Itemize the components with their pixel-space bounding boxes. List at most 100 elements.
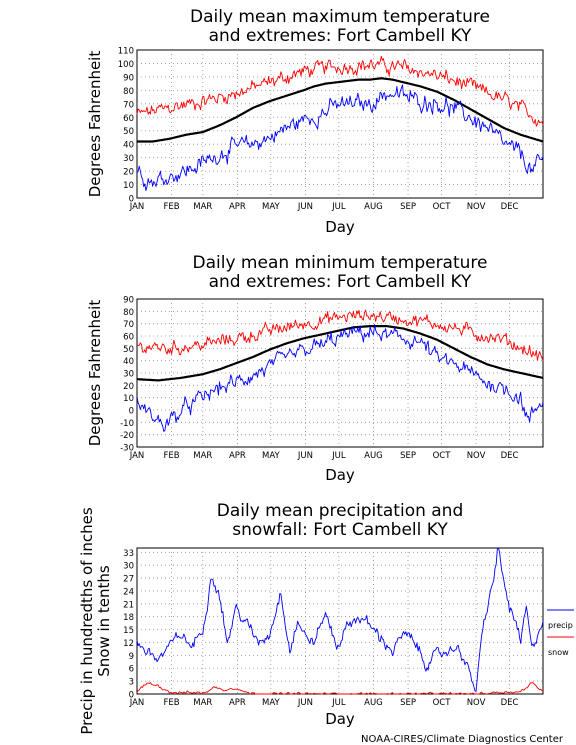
y-tick-label: 24: [123, 587, 134, 597]
y-tick-label: 15: [123, 626, 134, 636]
y-tick-label: 10: [123, 181, 134, 191]
legend-label-precip: precip: [548, 621, 573, 630]
x-tick-label: MAY: [262, 202, 280, 212]
series-mean: [137, 77, 544, 143]
x-tick-label: AUG: [364, 202, 383, 212]
y-tick-label: 80: [123, 87, 134, 97]
x-tick-label: DEC: [501, 698, 519, 708]
y-tick-label: 50: [123, 127, 134, 137]
series-max: [136, 309, 544, 361]
y-tick-label: 110: [118, 47, 134, 57]
y-tick-label: 9: [129, 652, 134, 662]
x-tick-label: APR: [229, 698, 246, 708]
x-tick-label: MAR: [193, 451, 212, 461]
y-tick-label: 20: [123, 168, 134, 178]
x-tick-label: JAN: [129, 202, 145, 212]
y-tick-label: 80: [123, 308, 134, 318]
x-tick-label: JUN: [297, 202, 313, 212]
x-tick-label: JUL: [331, 202, 346, 212]
x-tick-label: JUL: [331, 698, 346, 708]
chart-title: Daily mean maximum temperature: [190, 7, 490, 27]
y-tick-label: -20: [120, 431, 134, 441]
x-tick-label: MAR: [193, 698, 212, 708]
series-min: [136, 323, 544, 432]
y-tick-label: 40: [123, 141, 134, 151]
chart-title: Daily mean minimum temperature: [193, 253, 488, 273]
y-tick-label: 12: [123, 639, 134, 649]
x-tick-label: SEP: [400, 451, 416, 461]
y-tick-label: 3: [129, 678, 134, 688]
series-max: [136, 55, 544, 127]
y-tick-label: 27: [123, 575, 134, 585]
y-tick-label: 100: [118, 60, 134, 70]
chart-title: and extremes: Fort Cambell KY: [209, 272, 472, 292]
x-axis-label: Day: [325, 466, 355, 484]
x-tick-label: SEP: [400, 202, 416, 212]
series-snow: [136, 682, 544, 695]
y-axis-label: Degrees Fahrenheit: [86, 51, 104, 198]
y-tick-label: 40: [123, 357, 134, 367]
y-tick-label: 33: [123, 549, 134, 559]
y-tick-label: 20: [123, 382, 134, 392]
y-tick-label: 90: [123, 73, 134, 83]
x-tick-label: DEC: [501, 451, 519, 461]
y-tick-label: 70: [123, 100, 134, 110]
x-tick-label: DEC: [501, 202, 519, 212]
y-tick-label: 90: [123, 296, 134, 306]
y-tick-label: 70: [123, 320, 134, 330]
x-tick-label: JUN: [297, 451, 313, 461]
x-tick-label: OCT: [433, 202, 452, 212]
x-tick-label: FEB: [164, 451, 180, 461]
x-tick-label: AUG: [364, 698, 383, 708]
x-tick-label: MAY: [262, 451, 280, 461]
x-axis-label: Day: [325, 218, 355, 236]
x-tick-label: APR: [229, 451, 246, 461]
x-tick-label: FEB: [164, 698, 180, 708]
y-tick-label: 18: [123, 613, 134, 623]
x-axis-label: Day: [325, 710, 355, 728]
y-tick-label: 30: [123, 562, 134, 572]
x-tick-label: JAN: [129, 451, 145, 461]
legend-label-snow: snow: [548, 648, 569, 657]
x-tick-label: APR: [229, 202, 246, 212]
x-tick-label: NOV: [467, 451, 486, 461]
y-axis-label: Degrees Fahrenheit: [86, 300, 104, 447]
plot-frame: [136, 547, 544, 695]
y-tick-label: 0: [129, 407, 134, 417]
chart-title: and extremes: Fort Cambell KY: [209, 26, 472, 46]
x-tick-label: OCT: [433, 698, 452, 708]
x-tick-label: AUG: [364, 451, 383, 461]
chart-title: Daily mean precipitation and: [217, 501, 464, 521]
series-min: [136, 84, 544, 191]
x-tick-label: SEP: [400, 698, 416, 708]
y-tick-label: 30: [123, 370, 134, 380]
y-axis-label: Precip in hundredths of inches: [78, 507, 96, 734]
x-tick-label: OCT: [433, 451, 452, 461]
series-precip: [136, 547, 544, 692]
y-tick-label: 10: [123, 394, 134, 404]
x-tick-label: FEB: [164, 202, 180, 212]
footer-credit: NOAA-CIRES/Climate Diagnostics Center: [361, 734, 564, 745]
y-tick-label: 0: [129, 195, 134, 205]
x-tick-label: NOV: [467, 698, 486, 708]
x-tick-label: MAR: [193, 202, 212, 212]
x-tick-label: JAN: [129, 698, 145, 708]
x-tick-label: MAY: [262, 698, 280, 708]
y-tick-label: 6: [129, 665, 134, 675]
x-tick-label: JUN: [297, 698, 313, 708]
y-tick-label: 60: [123, 114, 134, 124]
y-axis-label: Snow in tenths: [95, 565, 113, 677]
x-tick-label: JUL: [331, 451, 346, 461]
y-tick-label: -30: [120, 444, 134, 454]
y-tick-label: -10: [120, 419, 134, 429]
y-tick-label: 60: [123, 333, 134, 343]
chart-title: snowfall: Fort Cambell KY: [232, 520, 448, 540]
y-tick-label: 50: [123, 345, 134, 355]
series-mean: [137, 325, 544, 382]
x-tick-label: NOV: [467, 202, 486, 212]
y-tick-label: 0: [129, 691, 134, 701]
y-tick-label: 21: [123, 600, 134, 610]
